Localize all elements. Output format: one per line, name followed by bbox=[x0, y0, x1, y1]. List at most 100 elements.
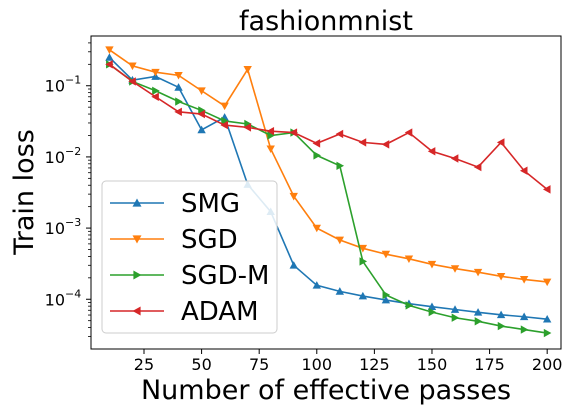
data-point bbox=[381, 140, 390, 149]
data-point bbox=[358, 291, 368, 300]
data-point bbox=[404, 128, 413, 137]
legend-marker bbox=[132, 306, 141, 316]
y-axis-label: Train loss bbox=[9, 129, 40, 256]
data-point bbox=[496, 138, 505, 147]
series-line bbox=[108, 63, 548, 334]
data-point bbox=[197, 109, 205, 119]
legend-marker bbox=[132, 198, 142, 207]
data-point bbox=[404, 255, 414, 264]
data-point bbox=[520, 325, 529, 334]
data-point bbox=[128, 77, 136, 86]
data-point bbox=[381, 295, 391, 304]
data-point bbox=[289, 192, 298, 201]
data-point bbox=[382, 290, 391, 300]
data-point bbox=[312, 139, 321, 148]
data-point bbox=[313, 151, 321, 160]
legend-item: SMG bbox=[110, 189, 240, 219]
y-tick-exponent: −4 bbox=[65, 287, 81, 300]
data-point bbox=[519, 276, 529, 284]
data-point bbox=[312, 224, 321, 233]
data-point bbox=[496, 272, 506, 281]
x-tick-label: 125 bbox=[359, 355, 390, 374]
legend: SMG SGD SGD-M ADAM bbox=[101, 180, 278, 334]
data-point bbox=[336, 161, 345, 171]
data-point bbox=[221, 116, 229, 126]
y-tick-exponent: −2 bbox=[65, 145, 81, 158]
series-line bbox=[108, 63, 548, 190]
legend-item: SGD bbox=[110, 225, 238, 255]
series-sgd bbox=[105, 46, 552, 287]
data-point bbox=[289, 128, 298, 137]
y-tick-exponent: −1 bbox=[65, 74, 81, 87]
y-tick-label: 10 bbox=[45, 77, 65, 96]
data-point bbox=[450, 154, 459, 163]
data-point bbox=[220, 102, 229, 111]
data-point bbox=[428, 307, 437, 317]
data-point bbox=[335, 287, 345, 295]
series-line bbox=[108, 49, 548, 283]
series-sgd-m bbox=[106, 60, 552, 338]
data-point bbox=[405, 301, 414, 310]
y-tick-label: 10 bbox=[45, 219, 65, 238]
data-point bbox=[474, 317, 483, 326]
legend-item: SGD-M bbox=[110, 261, 270, 291]
data-point bbox=[198, 106, 206, 115]
data-point bbox=[358, 244, 368, 253]
data-point bbox=[243, 65, 252, 74]
data-point bbox=[335, 236, 345, 245]
data-point bbox=[128, 62, 137, 71]
data-point bbox=[519, 312, 529, 321]
chart-title: fashionmnist bbox=[239, 6, 413, 37]
data-point bbox=[151, 92, 159, 101]
data-point bbox=[197, 125, 206, 134]
data-point bbox=[451, 313, 460, 322]
data-point bbox=[105, 53, 114, 61]
data-point bbox=[197, 87, 206, 95]
legend-marker bbox=[132, 235, 142, 244]
data-point bbox=[335, 129, 344, 139]
data-point bbox=[381, 250, 391, 259]
data-point bbox=[542, 278, 552, 287]
data-point bbox=[266, 126, 275, 136]
legend-label: SGD-M bbox=[181, 261, 270, 291]
series-line bbox=[108, 56, 548, 320]
data-point bbox=[243, 123, 252, 132]
data-point bbox=[497, 321, 506, 331]
legend-label: SGD bbox=[181, 225, 238, 255]
x-tick-label: 175 bbox=[474, 355, 505, 374]
data-point bbox=[473, 162, 482, 172]
x-tick-label: 25 bbox=[134, 355, 154, 374]
data-point bbox=[450, 305, 460, 313]
x-tick-label: 200 bbox=[532, 355, 563, 374]
series-adam bbox=[105, 60, 551, 194]
x-tick-label: 100 bbox=[302, 355, 333, 374]
data-point bbox=[174, 71, 183, 80]
legend-label: ADAM bbox=[181, 297, 259, 327]
data-point bbox=[152, 86, 160, 95]
legend-marker bbox=[133, 270, 142, 280]
data-point bbox=[359, 257, 368, 266]
y-tick-label: 10 bbox=[45, 290, 65, 309]
data-point bbox=[312, 281, 321, 289]
data-point bbox=[175, 97, 183, 106]
x-axis-label: Number of effective passes bbox=[141, 375, 511, 406]
data-point bbox=[542, 185, 551, 194]
data-point bbox=[220, 120, 228, 130]
series-layer bbox=[105, 46, 552, 338]
legend-box bbox=[101, 180, 278, 334]
data-point bbox=[473, 308, 483, 316]
data-point bbox=[266, 145, 275, 154]
y-tick-label: 10 bbox=[45, 148, 65, 167]
x-tick-label: 75 bbox=[249, 355, 269, 374]
data-point bbox=[427, 302, 437, 311]
data-point bbox=[427, 260, 437, 269]
data-point bbox=[450, 265, 460, 273]
data-point bbox=[174, 83, 183, 91]
data-point bbox=[267, 131, 275, 140]
x-tick-label: 50 bbox=[191, 355, 211, 374]
data-point bbox=[105, 46, 114, 54]
data-point bbox=[542, 314, 552, 323]
data-point bbox=[519, 166, 528, 175]
